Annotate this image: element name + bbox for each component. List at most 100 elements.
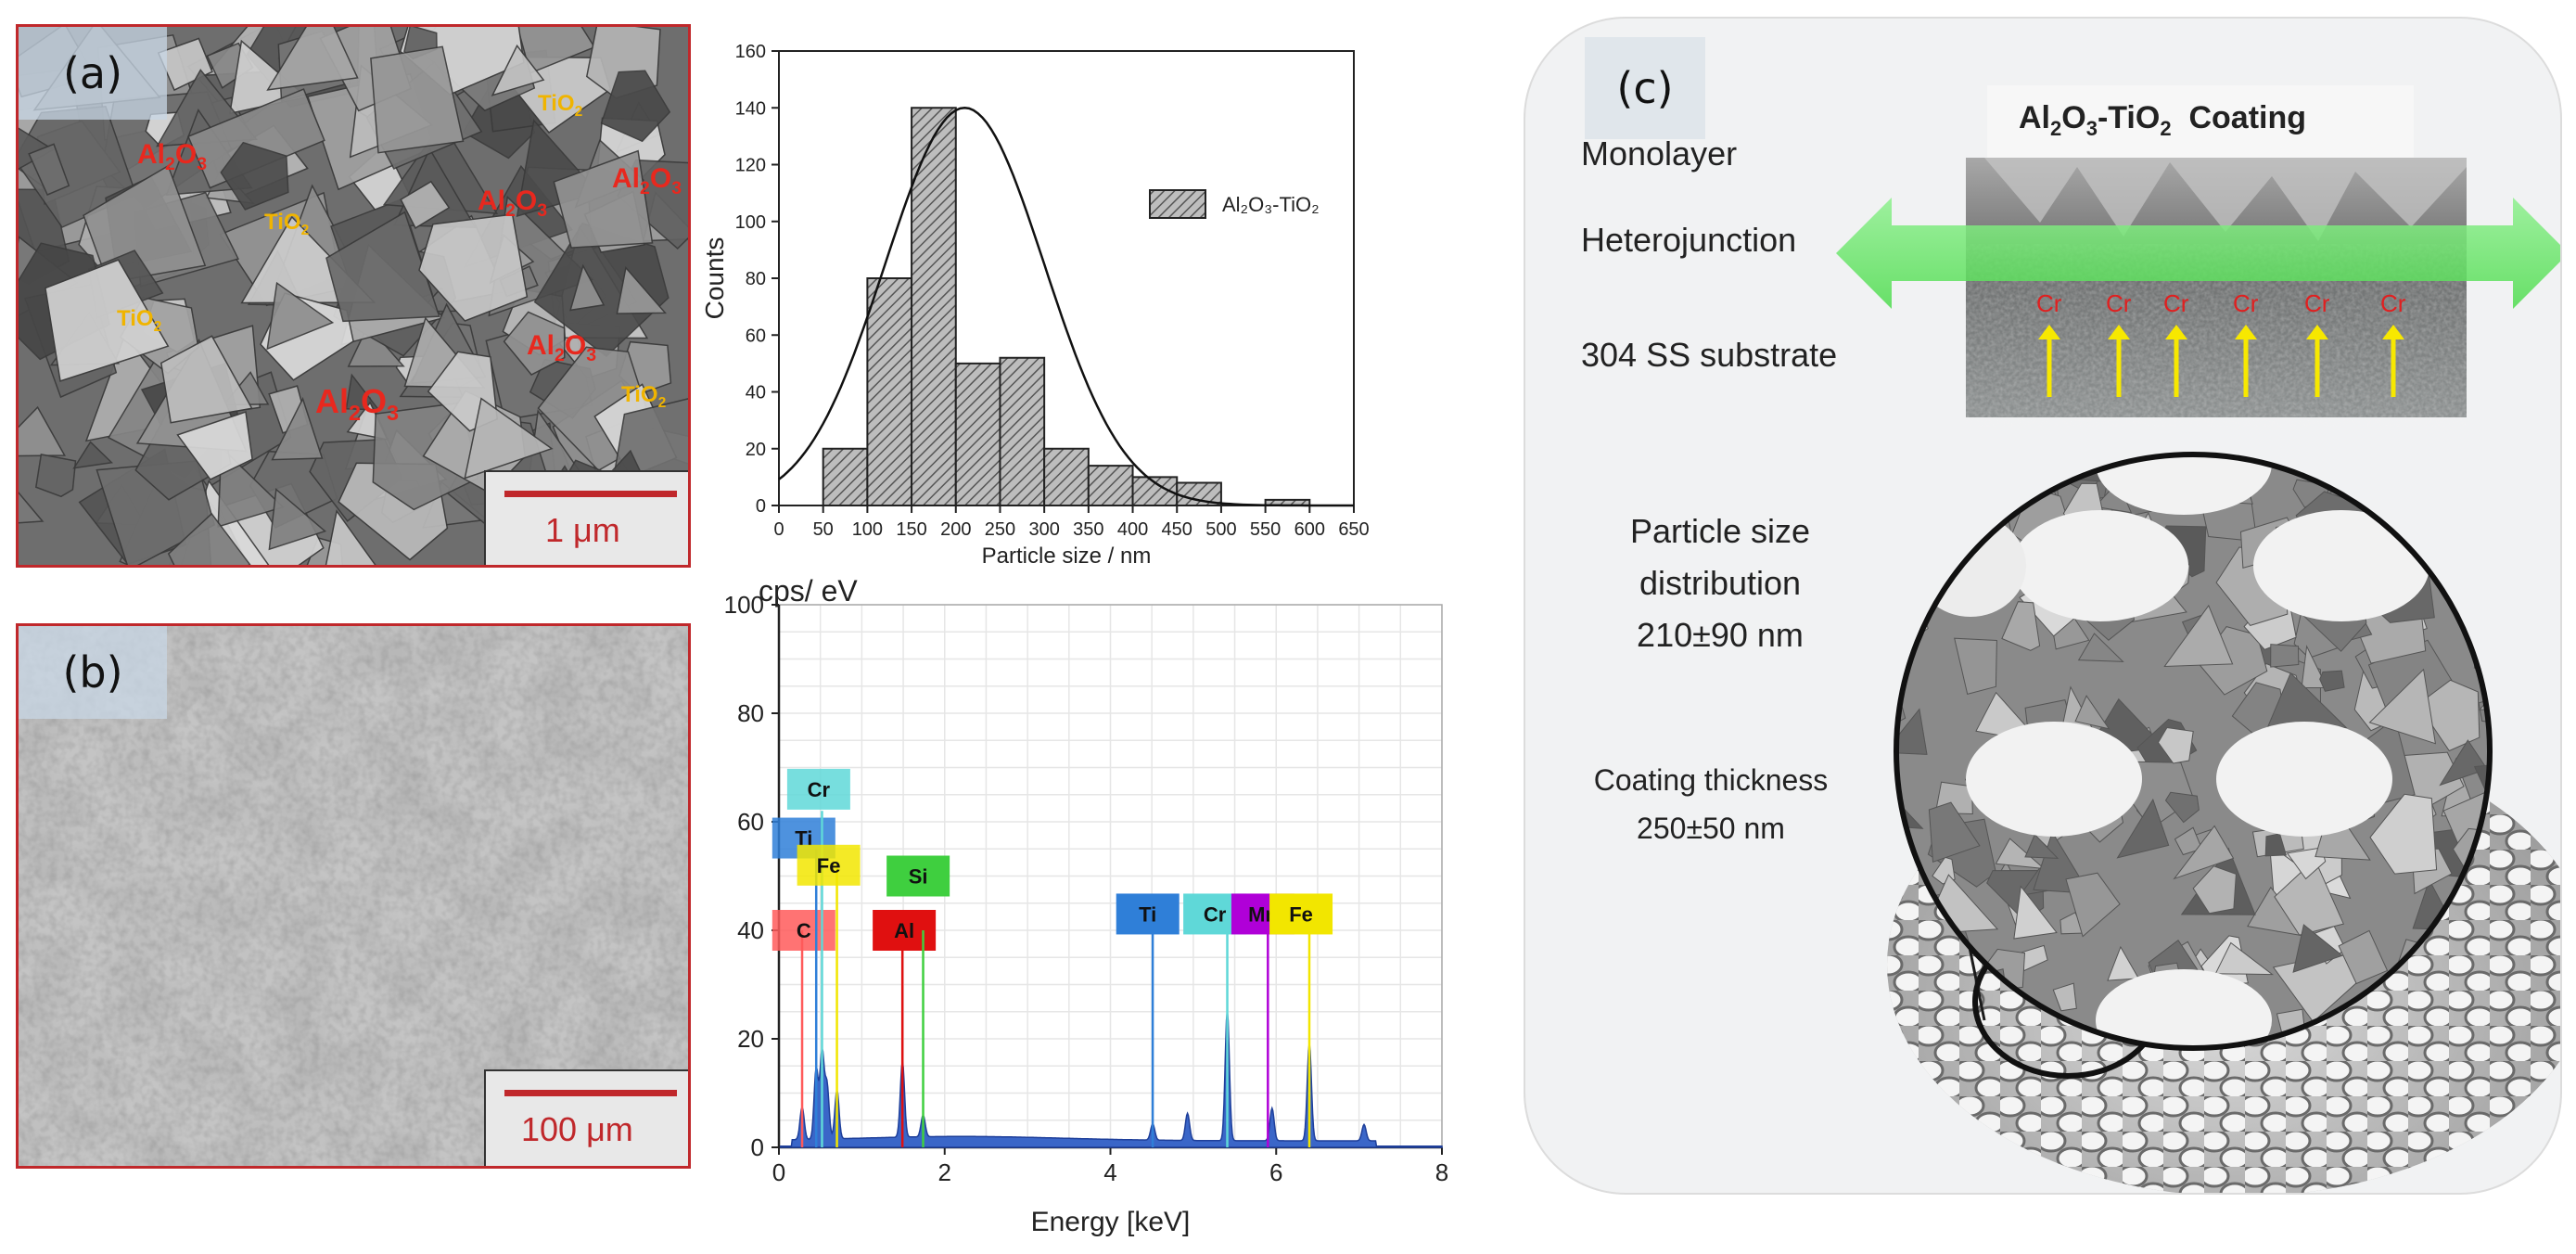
yellow-up-arrow — [2038, 325, 2060, 397]
x-axis-label: Energy [keV] — [1031, 1207, 1191, 1237]
x-tick-label: 4 — [1103, 1158, 1116, 1186]
y-tick-label: 80 — [737, 699, 764, 727]
yellow-up-arrow — [2165, 325, 2187, 397]
monolayer-label: Monolayer — [1581, 134, 1738, 173]
al2o3-label: Al2O3 — [527, 330, 597, 365]
yellow-up-arrow — [2235, 325, 2257, 397]
element-label: Cr — [808, 778, 831, 801]
y-axis-label: Counts — [700, 237, 729, 320]
cr-label: Cr — [2036, 289, 2062, 317]
spectrum-area — [780, 1010, 1443, 1148]
hist-bar — [1087, 465, 1134, 506]
thickness-label: Coating thickness 250±50 nm — [1553, 756, 1868, 852]
tio2-label: TiO2 — [621, 382, 667, 411]
y-axis-label: cps/ eV — [759, 575, 858, 608]
scale-bar-b — [504, 1090, 677, 1096]
element-label: Fe — [1289, 902, 1313, 926]
x-axis-label: Particle size / nm — [982, 544, 1152, 569]
perforated-plate — [1887, 452, 2560, 1193]
element-label-box — [873, 910, 937, 951]
cr-label: Cr — [2163, 289, 2189, 317]
heterojunction-label: Heterojunction — [1581, 221, 1797, 259]
panel-c-tag: (c) — [1585, 37, 1705, 139]
hist-bar — [954, 362, 1001, 506]
x-tick-label: 300 — [1028, 519, 1059, 540]
thickness-line: 250±50 nm — [1637, 812, 1785, 845]
coating-title: Al2O3-TiO2 Coating — [2019, 100, 2306, 141]
coating-title-part: O — [2061, 100, 2086, 135]
thickness-line: Coating thickness — [1593, 763, 1829, 797]
x-tick-label: 2 — [938, 1158, 951, 1186]
eds-spectrum-chart: 0 20 40 60 80 100 0 2 4 6 8 cps/ eV Energy [keV] C Ti C… — [724, 575, 1449, 1237]
yellow-up-arrow — [2306, 325, 2328, 397]
element-label-box — [1116, 893, 1180, 935]
psd-line: distribution — [1639, 564, 1802, 602]
x-tick-label: 650 — [1338, 519, 1369, 540]
y-tick-label: 20 — [746, 440, 766, 460]
scale-box-a: 1 μm — [484, 470, 688, 565]
hist-bar — [1043, 447, 1090, 506]
element-label-box — [1269, 893, 1333, 935]
x-tick-label: 0 — [773, 519, 784, 540]
x-tick-label: 0 — [772, 1158, 785, 1186]
y-tick-label: 20 — [737, 1025, 764, 1053]
y-tick-label: 40 — [737, 916, 764, 944]
x-tick-label: 400 — [1117, 519, 1148, 540]
psd-label: Particle size distribution 210±90 nm — [1581, 505, 1859, 661]
coating-title-sub: 2 — [2160, 116, 2172, 140]
hist-bar — [822, 447, 869, 506]
yellow-up-arrow — [2382, 325, 2404, 397]
al2o3-label: Al2O3 — [137, 139, 208, 174]
gaussian-fit-curve — [778, 107, 1354, 507]
sem-image-a: (a) 1 μm — [16, 24, 691, 568]
y-tick-label: 100 — [735, 212, 766, 233]
coating-title-box — [1987, 85, 2414, 158]
tio2-label: TiO2 — [538, 91, 583, 120]
element-label: Ti — [795, 827, 812, 851]
x-tick-label: 200 — [940, 519, 971, 540]
legend-swatch — [1149, 189, 1206, 219]
y-tick-label: 40 — [746, 383, 766, 403]
x-tick-label: 150 — [896, 519, 926, 540]
psd-line: 210±90 nm — [1637, 616, 1804, 654]
y-tick-label: 80 — [746, 269, 766, 289]
panel-b-tag: (b) — [19, 626, 167, 719]
al2o3-label: Al2O3 — [612, 163, 682, 198]
element-label: Ti — [1139, 902, 1156, 926]
y-tick-label: 120 — [735, 156, 766, 176]
yellow-up-arrow — [2108, 325, 2130, 397]
cr-label: Cr — [2106, 289, 2132, 317]
y-tick-label: 60 — [746, 326, 766, 346]
scale-text-a: 1 μm — [545, 511, 620, 549]
x-tick-label: 100 — [852, 519, 883, 540]
element-label-box — [772, 910, 835, 951]
histogram-chart: 0 50 100 150 200 250 300 350 400 450 500 550 600 650 0… — [700, 42, 1370, 569]
scale-box-b: 100 μm — [484, 1069, 688, 1166]
element-label: Si — [909, 865, 928, 889]
hist-bar — [866, 277, 913, 506]
x-tick-label: 500 — [1205, 519, 1236, 540]
optical-image-b: (b) 100 μm — [16, 623, 691, 1169]
x-tick-label: 550 — [1250, 519, 1281, 540]
cr-label: Cr — [2304, 289, 2330, 317]
coating-title-part: Al — [2019, 100, 2050, 135]
tio2-label: TiO2 — [264, 210, 310, 238]
y-tick-label: 140 — [735, 98, 766, 119]
x-tick-label: 350 — [1073, 519, 1103, 540]
element-label: Fe — [817, 854, 841, 877]
panel-a-tag: (a) — [19, 27, 167, 120]
scale-bar-a — [504, 491, 677, 497]
psd-line: Particle size — [1629, 512, 1811, 550]
hist-bar — [999, 356, 1046, 506]
element-label-box — [886, 855, 950, 897]
al2o3-label: Al2O3 — [478, 186, 548, 221]
coating-title-part: Coating — [2171, 100, 2307, 135]
y-tick-label: 0 — [756, 496, 766, 517]
x-tick-label: 600 — [1294, 519, 1325, 540]
tio2-label: TiO2 — [117, 306, 162, 335]
x-tick-label: 250 — [985, 519, 1015, 540]
x-tick-label: 6 — [1269, 1158, 1282, 1186]
y-tick-label: 60 — [737, 808, 764, 836]
hist-bar — [911, 107, 957, 506]
y-tick-label: 0 — [751, 1133, 764, 1161]
